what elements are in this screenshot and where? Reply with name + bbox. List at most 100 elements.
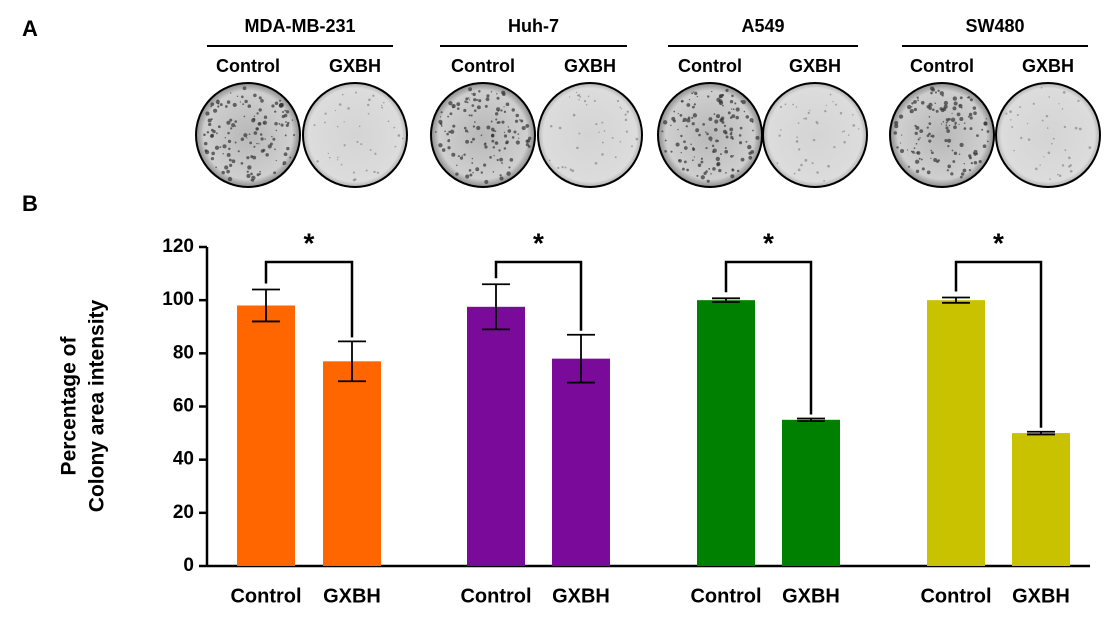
colony bbox=[792, 103, 794, 106]
x-tick-label: GXBH bbox=[782, 585, 840, 607]
colony bbox=[226, 153, 231, 157]
colony bbox=[480, 134, 483, 137]
colony bbox=[498, 149, 501, 152]
colony bbox=[264, 138, 266, 140]
colony bbox=[917, 99, 919, 102]
cell-line-name: SW480 bbox=[965, 16, 1024, 36]
colony bbox=[343, 121, 345, 123]
colony bbox=[491, 139, 495, 143]
colony bbox=[928, 139, 932, 143]
colony bbox=[470, 141, 473, 144]
colony bbox=[253, 145, 256, 148]
colony bbox=[730, 174, 735, 179]
colony bbox=[919, 129, 924, 133]
colony bbox=[952, 160, 956, 163]
colony bbox=[832, 100, 834, 103]
colony bbox=[471, 162, 474, 164]
colony bbox=[1040, 87, 1043, 89]
colony bbox=[493, 154, 495, 157]
colony bbox=[457, 155, 460, 158]
colony bbox=[393, 126, 396, 129]
colony bbox=[1052, 137, 1055, 140]
colony bbox=[926, 170, 931, 175]
colony bbox=[230, 127, 233, 130]
colony bbox=[360, 143, 363, 146]
y-tick-label: 100 bbox=[162, 289, 194, 310]
colony bbox=[246, 170, 249, 173]
colony bbox=[343, 144, 346, 147]
colony bbox=[906, 149, 909, 151]
colony bbox=[598, 131, 600, 133]
colony bbox=[910, 150, 913, 153]
colony bbox=[686, 118, 691, 123]
colony bbox=[720, 118, 723, 122]
colony bbox=[394, 145, 397, 148]
y-axis-title-line: Colony area intensity bbox=[86, 299, 109, 512]
colony bbox=[501, 90, 506, 95]
colony bbox=[215, 166, 217, 169]
colony bbox=[515, 140, 520, 145]
colony bbox=[503, 134, 508, 138]
bar bbox=[697, 300, 755, 566]
colony bbox=[203, 133, 206, 137]
colony bbox=[215, 132, 218, 135]
colony bbox=[483, 142, 487, 146]
colony bbox=[896, 146, 899, 149]
colony bbox=[1077, 99, 1080, 103]
colony bbox=[804, 117, 808, 120]
colony bbox=[693, 103, 696, 106]
colony bbox=[921, 167, 925, 171]
condition-label: GXBH bbox=[789, 56, 841, 76]
colony bbox=[292, 133, 296, 137]
colony bbox=[916, 96, 919, 99]
colony bbox=[525, 124, 530, 128]
colony bbox=[729, 132, 733, 136]
colony bbox=[1062, 91, 1066, 94]
colony bbox=[931, 88, 935, 92]
colony bbox=[526, 139, 531, 143]
colony bbox=[564, 166, 567, 169]
colony bbox=[926, 126, 929, 129]
colony bbox=[619, 106, 622, 109]
colony bbox=[928, 115, 931, 118]
colony bbox=[798, 148, 801, 151]
colony bbox=[211, 151, 216, 156]
colony bbox=[843, 140, 846, 144]
colony bbox=[227, 131, 230, 135]
colony bbox=[518, 137, 520, 139]
colony bbox=[471, 157, 474, 160]
colony bbox=[283, 113, 288, 118]
colony bbox=[250, 178, 253, 181]
colony bbox=[463, 108, 467, 113]
colony bbox=[680, 99, 684, 103]
colony bbox=[692, 147, 695, 150]
colony bbox=[706, 132, 709, 136]
colony bbox=[275, 159, 277, 162]
colony bbox=[246, 137, 248, 139]
colony bbox=[824, 109, 827, 113]
colony bbox=[275, 129, 278, 132]
colony bbox=[226, 120, 231, 125]
colony bbox=[262, 148, 266, 152]
colony bbox=[575, 91, 578, 94]
colony bbox=[447, 115, 450, 118]
colony bbox=[725, 172, 727, 174]
colony bbox=[941, 94, 944, 97]
colony bbox=[707, 95, 710, 98]
colony bbox=[945, 121, 948, 124]
colony bbox=[749, 118, 754, 123]
colony bbox=[943, 104, 948, 109]
colony bbox=[452, 104, 455, 107]
colony bbox=[784, 103, 787, 106]
colony bbox=[492, 129, 495, 132]
colony bbox=[372, 94, 375, 98]
x-tick-label: GXBH bbox=[1012, 585, 1070, 607]
colony bbox=[732, 155, 735, 157]
colony bbox=[475, 167, 480, 172]
colony bbox=[852, 124, 856, 127]
colony bbox=[931, 151, 934, 155]
colony bbox=[946, 129, 951, 133]
colony bbox=[358, 125, 361, 128]
colony bbox=[519, 119, 521, 121]
colony bbox=[274, 122, 278, 126]
